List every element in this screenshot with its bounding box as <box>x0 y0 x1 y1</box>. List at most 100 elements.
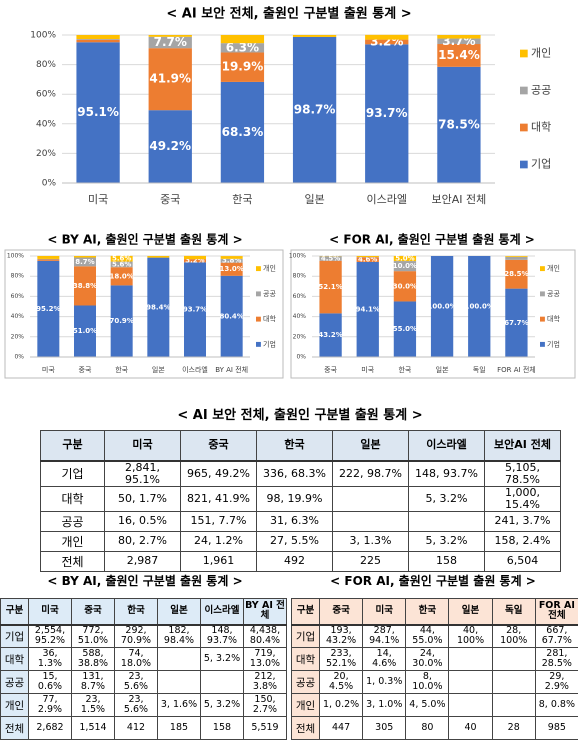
table-cell: 985 <box>534 716 578 740</box>
table-cell: 492 <box>256 550 333 572</box>
row-label: 공공 <box>0 670 29 694</box>
bar-segment <box>220 275 243 357</box>
row-label: 개인 <box>291 693 320 717</box>
legend-label: 개인 <box>547 264 560 273</box>
x-tick-label: 미국 <box>361 365 374 374</box>
header-row: 구분 미국 중국 한국 일본 이스라엘 BY AI 전체 <box>0 598 287 626</box>
value-label: 70.9% <box>110 317 134 325</box>
value-label: 98.4% <box>146 303 170 311</box>
legend-swatch <box>520 86 528 95</box>
x-tick-label: 일본 <box>304 192 324 206</box>
legend-label: 기업 <box>531 158 551 171</box>
bar-segment <box>393 271 417 302</box>
x-tick-label: 이스라엘 <box>367 193 407 206</box>
value-label: 13.0% <box>220 265 244 273</box>
table-cell: 2,554, 95.2% <box>28 624 72 648</box>
value-label: 10.0% <box>393 262 417 270</box>
table-cell: 412 <box>114 716 158 740</box>
header-cell: 한국 <box>405 598 450 626</box>
x-tick-label: 한국 <box>115 366 128 374</box>
header-cell: 보안AI 전체 <box>484 430 561 462</box>
table-cell: 2,682 <box>28 716 72 740</box>
bar-segment <box>437 35 481 39</box>
bar-segment <box>505 288 528 357</box>
header-cell: 구분 <box>0 598 29 626</box>
value-label: 4.5% <box>321 254 340 262</box>
y-tick-label: 80% <box>293 273 307 280</box>
table-row: 개인 80, 2.7% 24, 1.2% 27, 5.5% 3, 1.3% 5, 3.2%… <box>40 530 561 552</box>
bar-segment <box>292 36 337 184</box>
legend-label: 기업 <box>547 339 560 348</box>
bar-segment <box>76 35 120 39</box>
table-cell: 2,987 <box>104 550 181 572</box>
y-tick-label: 100% <box>289 253 306 260</box>
x-tick-label: 미국 <box>88 193 108 206</box>
x-tick-label: 미국 <box>42 365 55 374</box>
y-tick-label: 20% <box>293 333 307 340</box>
legend-label: 대학 <box>263 314 276 323</box>
table-cell: 28, 100% <box>491 624 536 648</box>
bar-segment <box>220 43 265 53</box>
table-cell: 23, 5.6% <box>114 670 158 694</box>
table-cell: 5, 3.2% <box>408 530 485 552</box>
table-cell: 3, 1.0% <box>362 693 407 717</box>
table-cell <box>157 670 201 694</box>
table-cell: 44, 55.0% <box>405 624 450 648</box>
table-cell: 5,519 <box>243 716 287 740</box>
bar-segment <box>365 34 409 40</box>
value-label: 67.7% <box>504 319 528 327</box>
table-cell: 336, 68.3% <box>256 460 333 487</box>
value-label: 15.4% <box>438 48 480 62</box>
bar-segment <box>74 305 96 357</box>
table-row: 공공 16, 0.5% 151, 7.7% 31, 6.3% 241, 3.7% <box>40 510 561 532</box>
legend-swatch <box>540 316 545 322</box>
value-label: 100.0% <box>465 303 494 311</box>
table-cell <box>200 670 244 694</box>
table-cell: 24, 30.0% <box>405 647 450 671</box>
x-tick-label: 이스라엘 <box>182 365 208 374</box>
table-cell: 5, 3.2% <box>200 647 244 671</box>
table-cell: 281, 28.5% <box>534 647 578 671</box>
table-cell: 74, 18.0% <box>114 647 158 671</box>
value-label: 52.1% <box>318 283 342 291</box>
data-table: 구분 미국 중국 한국 일본 이스라엘 보안AI 전체 기업 2,841, 95.1% 965, … <box>40 430 561 572</box>
y-tick-label: 100% <box>30 31 56 41</box>
y-tick-label: 80% <box>11 273 25 280</box>
table-cell: 27, 5.5% <box>256 530 333 552</box>
table-cell: 158 <box>408 550 485 572</box>
y-tick-label: 40% <box>11 313 25 320</box>
header-cell: 중국 <box>180 430 257 462</box>
bar-segment <box>148 110 192 183</box>
chart-frame <box>290 249 576 379</box>
legend-swatch <box>520 123 528 132</box>
value-label: 95.2% <box>36 305 60 313</box>
table-cell: 14, 4.6% <box>362 647 407 671</box>
table-cell: 29, 2.9% <box>534 670 578 694</box>
legend-label: 공공 <box>531 84 551 97</box>
bar-segment <box>76 38 120 40</box>
y-tick-label: 40% <box>36 119 56 129</box>
table-cell: 8, 10.0% <box>405 670 450 694</box>
y-tick-label: 0% <box>14 354 24 361</box>
bar-segment <box>184 255 206 260</box>
table-cell: 772, 51.0% <box>71 624 115 648</box>
x-tick-label: 보안AI 전체 <box>432 193 487 206</box>
row-label: 개인 <box>40 530 105 552</box>
row-label: 공공 <box>40 510 105 532</box>
value-label: 100.0% <box>428 303 457 311</box>
header-cell: 중국 <box>318 598 364 626</box>
header-row: 구분 미국 중국 한국 일본 이스라엘 보안AI 전체 <box>40 430 561 462</box>
table-cell <box>448 693 493 717</box>
legend-label: 공공 <box>263 290 276 298</box>
bar-segment <box>147 256 170 258</box>
table-cell: 1, 0.3% <box>362 670 407 694</box>
table-row: 전체 2,682 1,514 412 185 158 5,519 <box>0 716 287 740</box>
table-cell: 23, 1.5% <box>71 693 115 717</box>
bar-segment <box>220 258 243 263</box>
y-tick-label: 100% <box>7 253 24 260</box>
legend-swatch <box>520 160 528 169</box>
table-cell: 447 <box>318 716 364 740</box>
table-cell: 1,000, 15.4% <box>484 485 561 512</box>
table-cell: 185 <box>157 716 201 740</box>
